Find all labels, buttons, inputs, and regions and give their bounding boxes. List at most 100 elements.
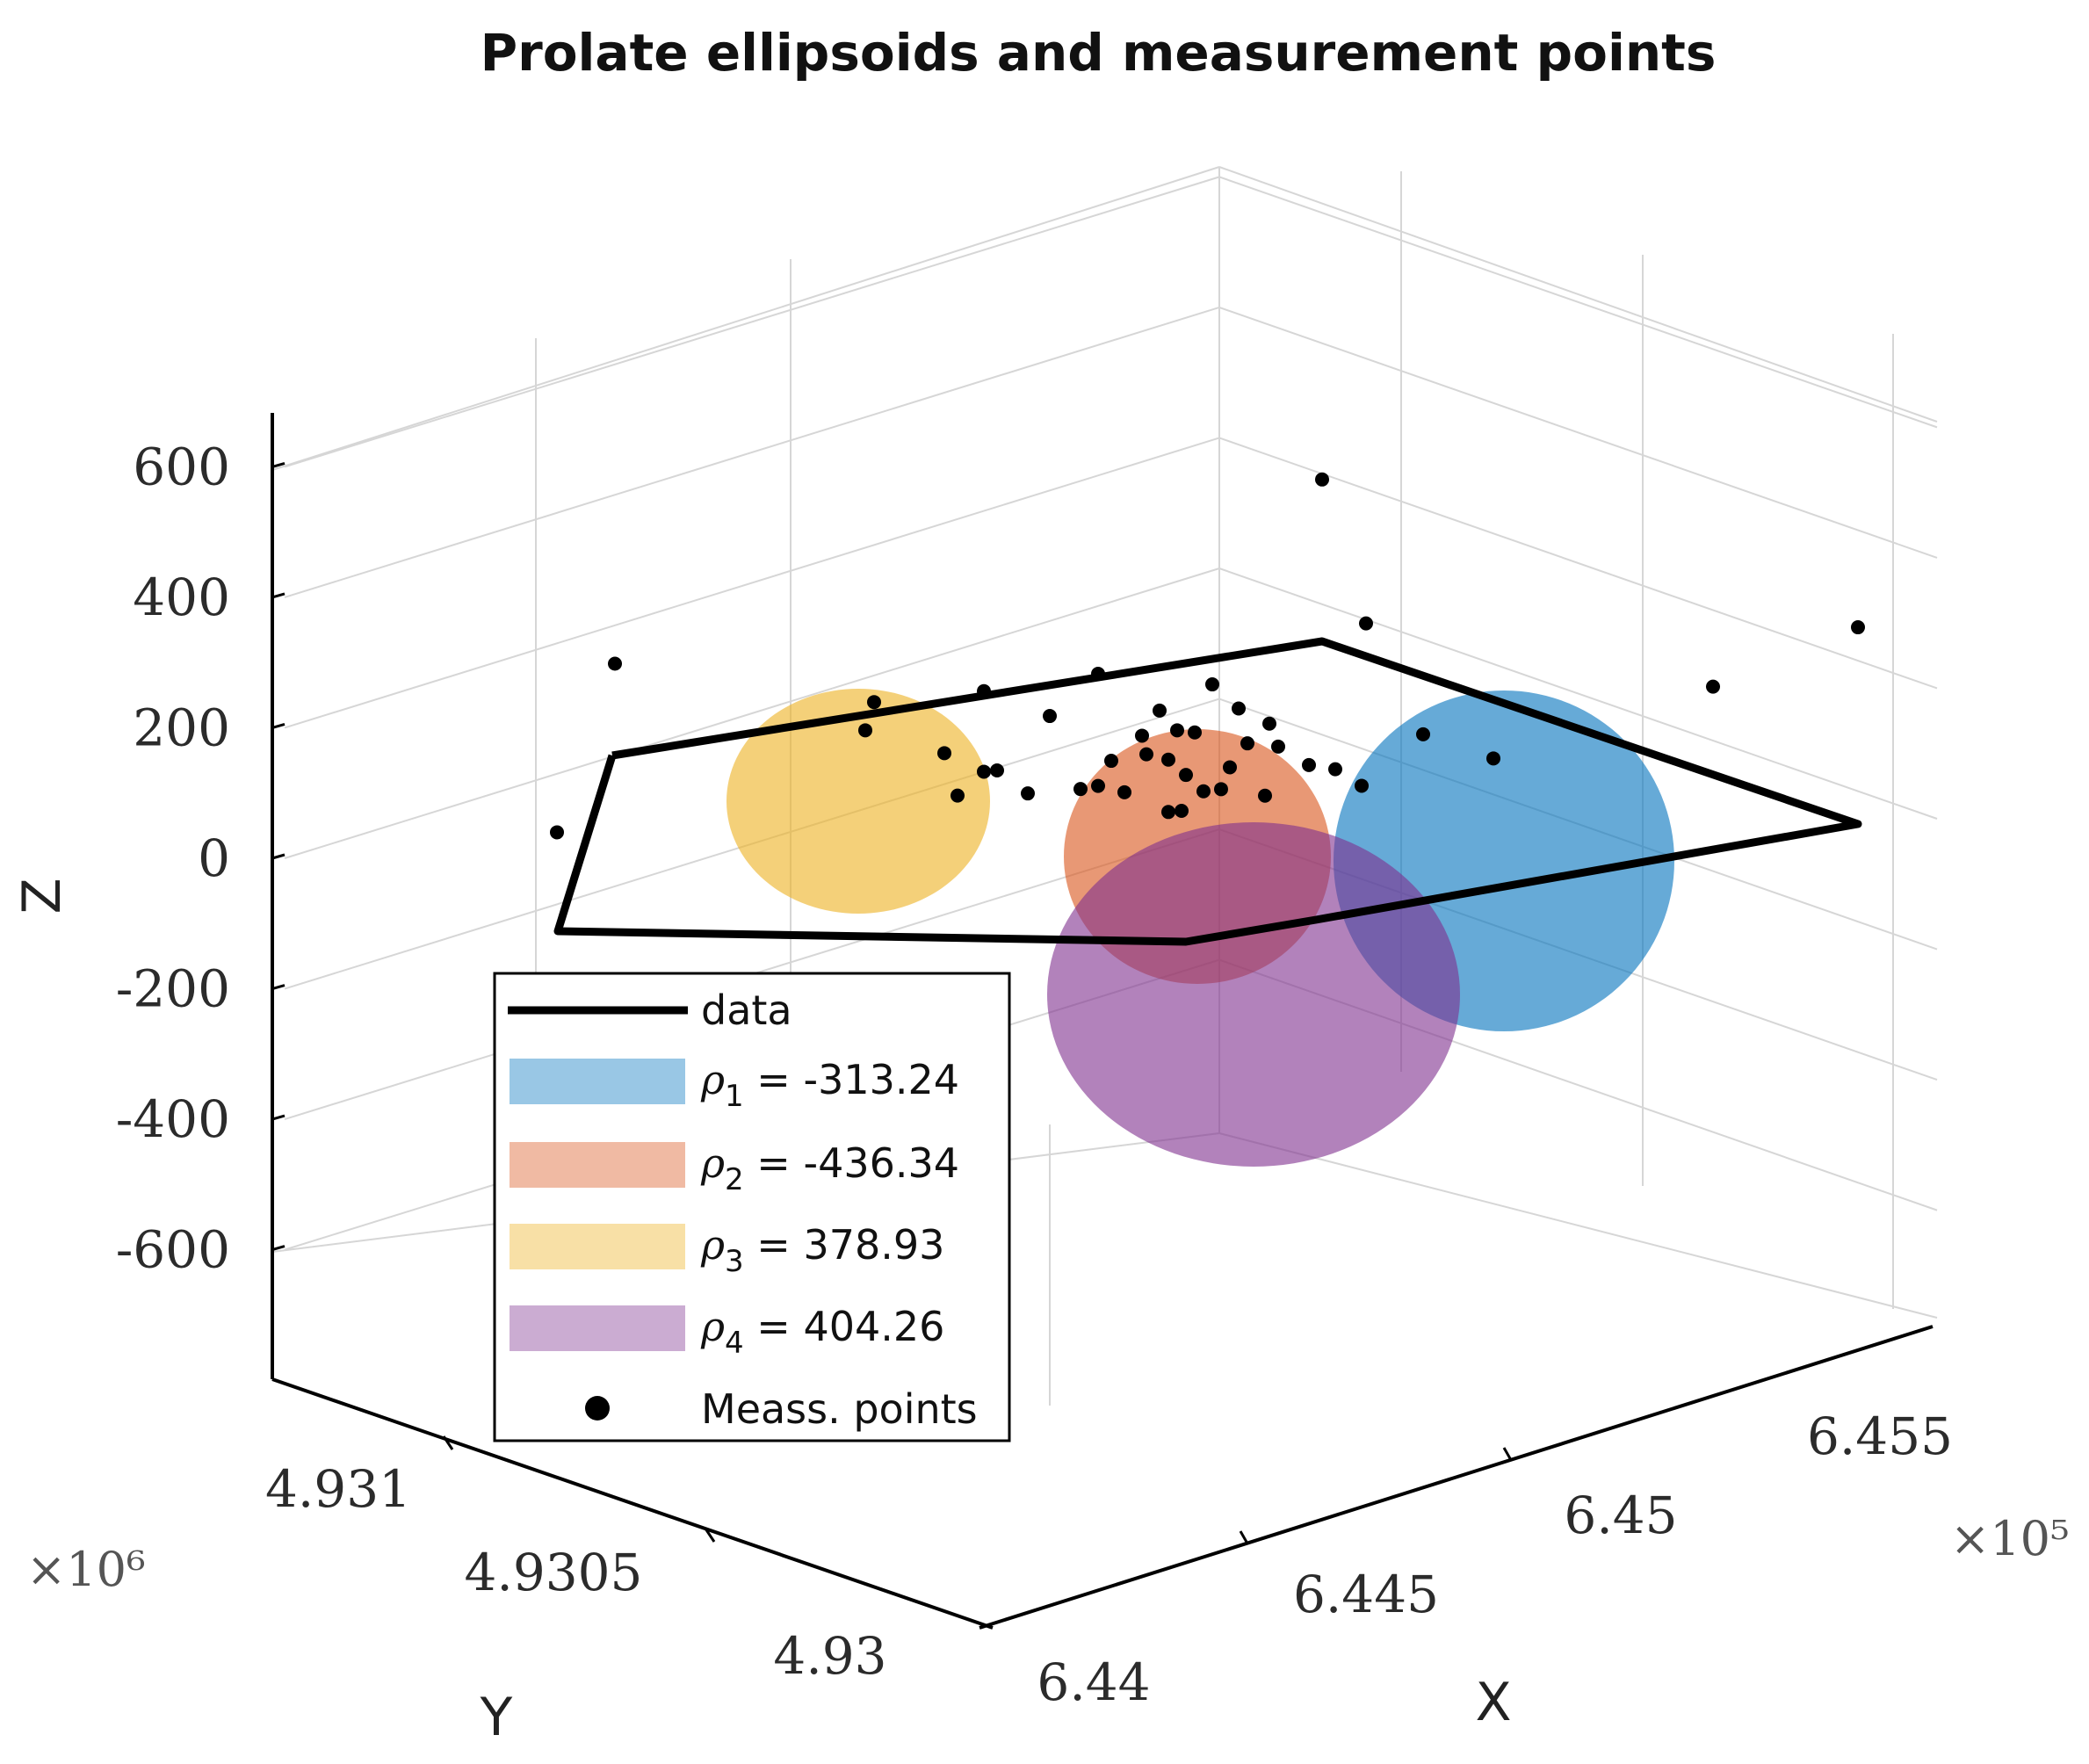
measurement-point [1196, 784, 1211, 799]
measurement-point [1232, 701, 1246, 716]
measurement-point [1359, 616, 1373, 631]
legend-label: data [701, 987, 792, 1034]
legend-entry-data: data [508, 987, 792, 1034]
measurement-point [1262, 716, 1276, 731]
measurement-point [937, 746, 951, 761]
measurement-point [951, 788, 965, 803]
measurement-point [1170, 723, 1184, 738]
legend-label: Meass. points [701, 1385, 978, 1433]
measurement-point [550, 825, 564, 840]
measurement-point [1188, 725, 1202, 740]
legend-swatch [510, 1224, 685, 1269]
z-grid-line [284, 306, 1220, 598]
x-tick-label: 6.445 [1293, 1565, 1439, 1624]
z-tick-mark [271, 1245, 286, 1252]
grid-line [1218, 1132, 1938, 1319]
measurement-point [1240, 736, 1254, 751]
measurement-point [1486, 751, 1500, 766]
z-tick-mark [271, 1114, 286, 1121]
y-tick-label: 4.9305 [465, 1543, 643, 1602]
measurement-point [1355, 778, 1369, 793]
z-tick-label: 0 [198, 828, 230, 888]
measurement-point [977, 764, 991, 779]
z-tick-label: 600 [133, 437, 230, 496]
measurement-point [858, 723, 872, 738]
x-tick-label: 6.455 [1807, 1406, 1953, 1466]
z-axis-label: Z [11, 878, 73, 914]
x-tick-label: 6.45 [1564, 1486, 1677, 1545]
z-tick-label: -200 [116, 959, 230, 1019]
z-grid-lines [284, 176, 1938, 1251]
measurement-point [1315, 472, 1329, 487]
measurement-point [1706, 679, 1720, 694]
z-tick-mark [271, 461, 286, 468]
ellipsoids [726, 689, 1674, 1167]
legend-label: ρ2 = -436.34 [700, 1139, 959, 1197]
measurement-point [1271, 739, 1285, 754]
measurement-point [1179, 768, 1193, 783]
legend-entry-rho3: ρ3 = 378.93 [510, 1221, 944, 1279]
grid-line [271, 166, 1220, 471]
chart-title: Prolate ellipsoids and measurement point… [481, 23, 1717, 83]
measurement-point [1214, 782, 1228, 797]
measurement-point [1153, 703, 1167, 718]
legend-swatch [510, 1142, 685, 1188]
measurement-point [1175, 804, 1189, 819]
legend-entry-rho2: ρ2 = -436.34 [510, 1139, 959, 1197]
z-tick-mark [271, 853, 286, 860]
legend-swatch [510, 1059, 685, 1104]
z-grid-line [1218, 568, 1938, 820]
legend-label: ρ3 = 378.93 [700, 1221, 944, 1279]
z-tick-label: -600 [116, 1220, 230, 1280]
z-grid-line [1218, 306, 1938, 559]
measurement-point [1091, 778, 1105, 793]
z-grid-line [1218, 176, 1938, 429]
legend-entry-rho4: ρ4 = 404.26 [510, 1303, 944, 1361]
measurement-point [1328, 762, 1342, 777]
measurement-point [608, 656, 622, 671]
x-exponent-label: ×10⁵ [1950, 1511, 2070, 1566]
legend-label: ρ1 = -313.24 [700, 1056, 959, 1114]
y-tick-label: 4.931 [265, 1459, 411, 1519]
measurement-point [977, 683, 991, 698]
z-tick-label: -400 [116, 1089, 230, 1149]
measurement-point [1043, 709, 1057, 724]
y-ticks: 4.931 4.9305 4.93 [265, 1435, 887, 1686]
z-ticks: 600 400 200 0 -200 -400 -600 [116, 437, 286, 1280]
x-tick-mark [1502, 1447, 1513, 1461]
axes [271, 413, 1934, 1630]
measurement-point [1223, 760, 1237, 775]
measurement-point [1104, 754, 1118, 769]
z-grid-line [284, 437, 1220, 729]
legend-marker-swatch [585, 1396, 610, 1421]
y-tick-mark [442, 1435, 454, 1450]
measurement-point [867, 695, 881, 710]
legend-entry-rho1: ρ1 = -313.24 [510, 1056, 959, 1114]
measurement-point [1161, 805, 1175, 820]
y-tick-label: 4.93 [773, 1626, 886, 1686]
x-axis-label: X [1475, 1672, 1511, 1733]
z-grid-line [1218, 437, 1938, 690]
legend-entry-measurement-points: Meass. points [585, 1385, 978, 1433]
measurement-points [550, 472, 1865, 840]
ellipsoid-rho3 [726, 689, 990, 914]
measurement-point [1302, 757, 1316, 772]
z-tick-mark [271, 592, 286, 599]
measurement-point [1258, 788, 1272, 803]
measurement-point [1091, 667, 1105, 682]
measurement-point [1135, 728, 1149, 743]
y-axis-label: Y [480, 1687, 513, 1748]
measurement-point [1161, 752, 1175, 767]
legend-swatch [510, 1305, 685, 1351]
z-grid-line [284, 176, 1220, 468]
x-axis-line [979, 1325, 1934, 1630]
x-ticks: 6.44 6.445 6.45 6.455 [1037, 1406, 1953, 1712]
z-grid-line [284, 568, 1220, 859]
measurement-point [1205, 677, 1219, 692]
y-axis-line [271, 1377, 994, 1630]
grid-line [1218, 166, 1938, 423]
measurement-point [990, 763, 1004, 778]
z-tick-label: 200 [133, 698, 230, 757]
y-exponent-label: ×10⁶ [26, 1542, 146, 1597]
z-tick-mark [271, 984, 286, 990]
